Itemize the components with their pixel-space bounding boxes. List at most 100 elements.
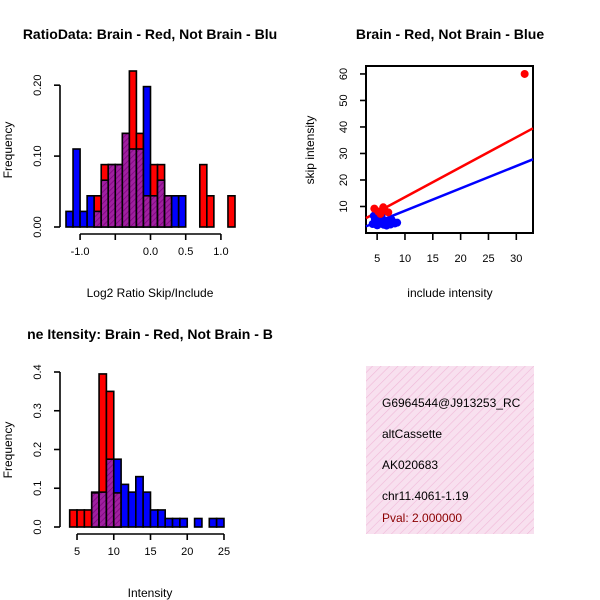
histogram-bar-overlap [121,132,131,228]
x-tick-label: 15 [144,546,156,558]
histogram-bar-not-brain [127,491,137,528]
chart2-fit-lines [365,127,534,228]
chart2-title: Brain - Red, Not Brain - Blue [356,26,544,42]
chart2-points [368,69,529,230]
y-tick-label: 40 [338,121,350,133]
info-line-probe-id: G6964544@J913253_RC [382,396,521,410]
chart3-axes: 5 10 15 20 25 0.0 0.1 0.2 0.3 0.4 [32,364,230,558]
histogram-bar-not-brain [86,195,95,228]
x-tick-label: 1.0 [213,246,228,258]
histogram-bar-overlap [114,163,124,228]
histogram-bar-not-brain [208,517,218,528]
y-tick-label: 20 [338,174,350,186]
chart2-axes: 5 10 15 20 25 30 10 20 30 40 50 60 [338,68,522,265]
not-brain-fit-line [365,158,534,228]
histogram-bar-overlap [156,179,166,228]
y-tick-label: 0.3 [32,403,44,418]
histogram-bar-brain [227,195,236,228]
histogram-bar-not-brain [215,517,225,528]
chart1-xlabel: Log2 Ratio Skip/Include [87,286,214,300]
x-tick-label: 10 [399,253,411,265]
histogram-bar-not-brain [171,517,181,528]
histogram-bar-brain [83,509,93,528]
histogram-bar-overlap [105,458,115,528]
x-tick-label: 20 [181,546,193,558]
chart2-xlabel: include intensity [407,286,492,300]
y-tick-label: 60 [338,68,350,80]
histogram-bar-not-brain [142,491,152,528]
x-tick-label: 0.5 [178,246,193,258]
histogram-bar-brain [76,509,86,528]
chart1-ylabel: Frequency [1,122,15,179]
histogram-bar-not-brain [149,509,159,528]
x-tick-label: 15 [427,253,439,265]
x-tick-label: 0.0 [143,246,158,258]
x-tick-label: 25 [218,546,230,558]
chart1-axes: -1.0 0.0 0.5 1.0 0.00 0.10 0.20 [32,74,229,258]
histogram-bar-overlap [142,195,152,228]
brain-point [384,208,393,217]
histogram-bar-not-brain [72,148,81,228]
info-panel-background [366,366,534,534]
chart2-ylabel: skip intensity [303,116,317,185]
y-tick-label: 0.0 [32,519,44,534]
brain-point [520,69,529,78]
y-tick-label: 0.1 [32,481,44,496]
histogram-bar-not-brain [79,210,88,228]
info-line-accession: AK020683 [382,458,438,472]
y-tick-label: 50 [338,94,350,106]
histogram-bar-brain [198,163,208,228]
x-tick-label: 10 [108,546,120,558]
chart1-title: RatioData: Brain - Red, Not Brain - Blu [23,26,277,42]
y-tick-label: 0.2 [32,442,44,457]
ratio-histogram-chart: RatioData: Brain - Red, Not Brain - Blu … [1,26,277,300]
histogram-bar-overlap [98,491,108,528]
info-line-location: chr11.4061-1.19 [382,489,469,503]
x-tick-label: 25 [482,253,494,265]
histogram-bar-not-brain [179,517,189,528]
histogram-bar-overlap [135,148,145,228]
info-line-event-type: altCassette [382,427,442,441]
histogram-bar-not-brain [157,509,166,528]
histogram-bar-not-brain [120,483,130,528]
histogram-bar-overlap [163,195,173,228]
histogram-bar-overlap [107,163,117,228]
chart3-ylabel: Frequency [1,422,15,479]
x-tick-label: 30 [510,253,522,265]
info-pval: Pval: 2.000000 [382,511,462,525]
histogram-bar-overlap [128,148,138,228]
intensity-scatter-chart: Brain - Red, Not Brain - Blue include in… [303,26,544,300]
not-brain-point [373,221,382,230]
chart2-plot-box [365,65,534,234]
chart3-bars [68,373,225,528]
x-tick-label: -1.0 [71,246,90,258]
histogram-bar-not-brain [164,517,174,528]
brain-fit-line [365,127,534,220]
histogram-bar-overlap [149,195,159,228]
intensity-histogram-chart: ne Itensity: Brain - Red, Not Brain - B … [1,326,273,600]
histogram-bar-not-brain [170,195,180,228]
histogram-bar-brain [206,195,215,228]
y-tick-label: 0.20 [32,74,44,95]
histogram-bar-not-brain [177,195,187,228]
x-tick-label: 5 [374,253,380,265]
histogram-bar-overlap [90,492,100,528]
y-tick-label: 0.4 [32,364,44,379]
info-panel: G6964544@J913253_RC altCassette AK020683… [366,366,534,534]
histogram-bar-brain [68,509,78,528]
chart1-bars [65,70,236,228]
y-tick-label: 10 [338,200,350,212]
y-tick-label: 30 [338,147,350,159]
y-tick-label: 0.10 [32,145,44,166]
histogram-bar-overlap [100,179,110,228]
histogram-bar-not-brain [135,475,144,528]
histogram-bar-not-brain [193,517,203,528]
chart3-xlabel: Intensity [128,586,173,600]
brain-point [376,209,385,218]
histogram-bar-overlap [93,210,103,228]
histogram-bar-overlap [112,492,122,528]
x-tick-label: 20 [455,253,467,265]
y-tick-label: 0.00 [32,216,44,237]
chart3-title: ne Itensity: Brain - Red, Not Brain - B [27,326,273,342]
